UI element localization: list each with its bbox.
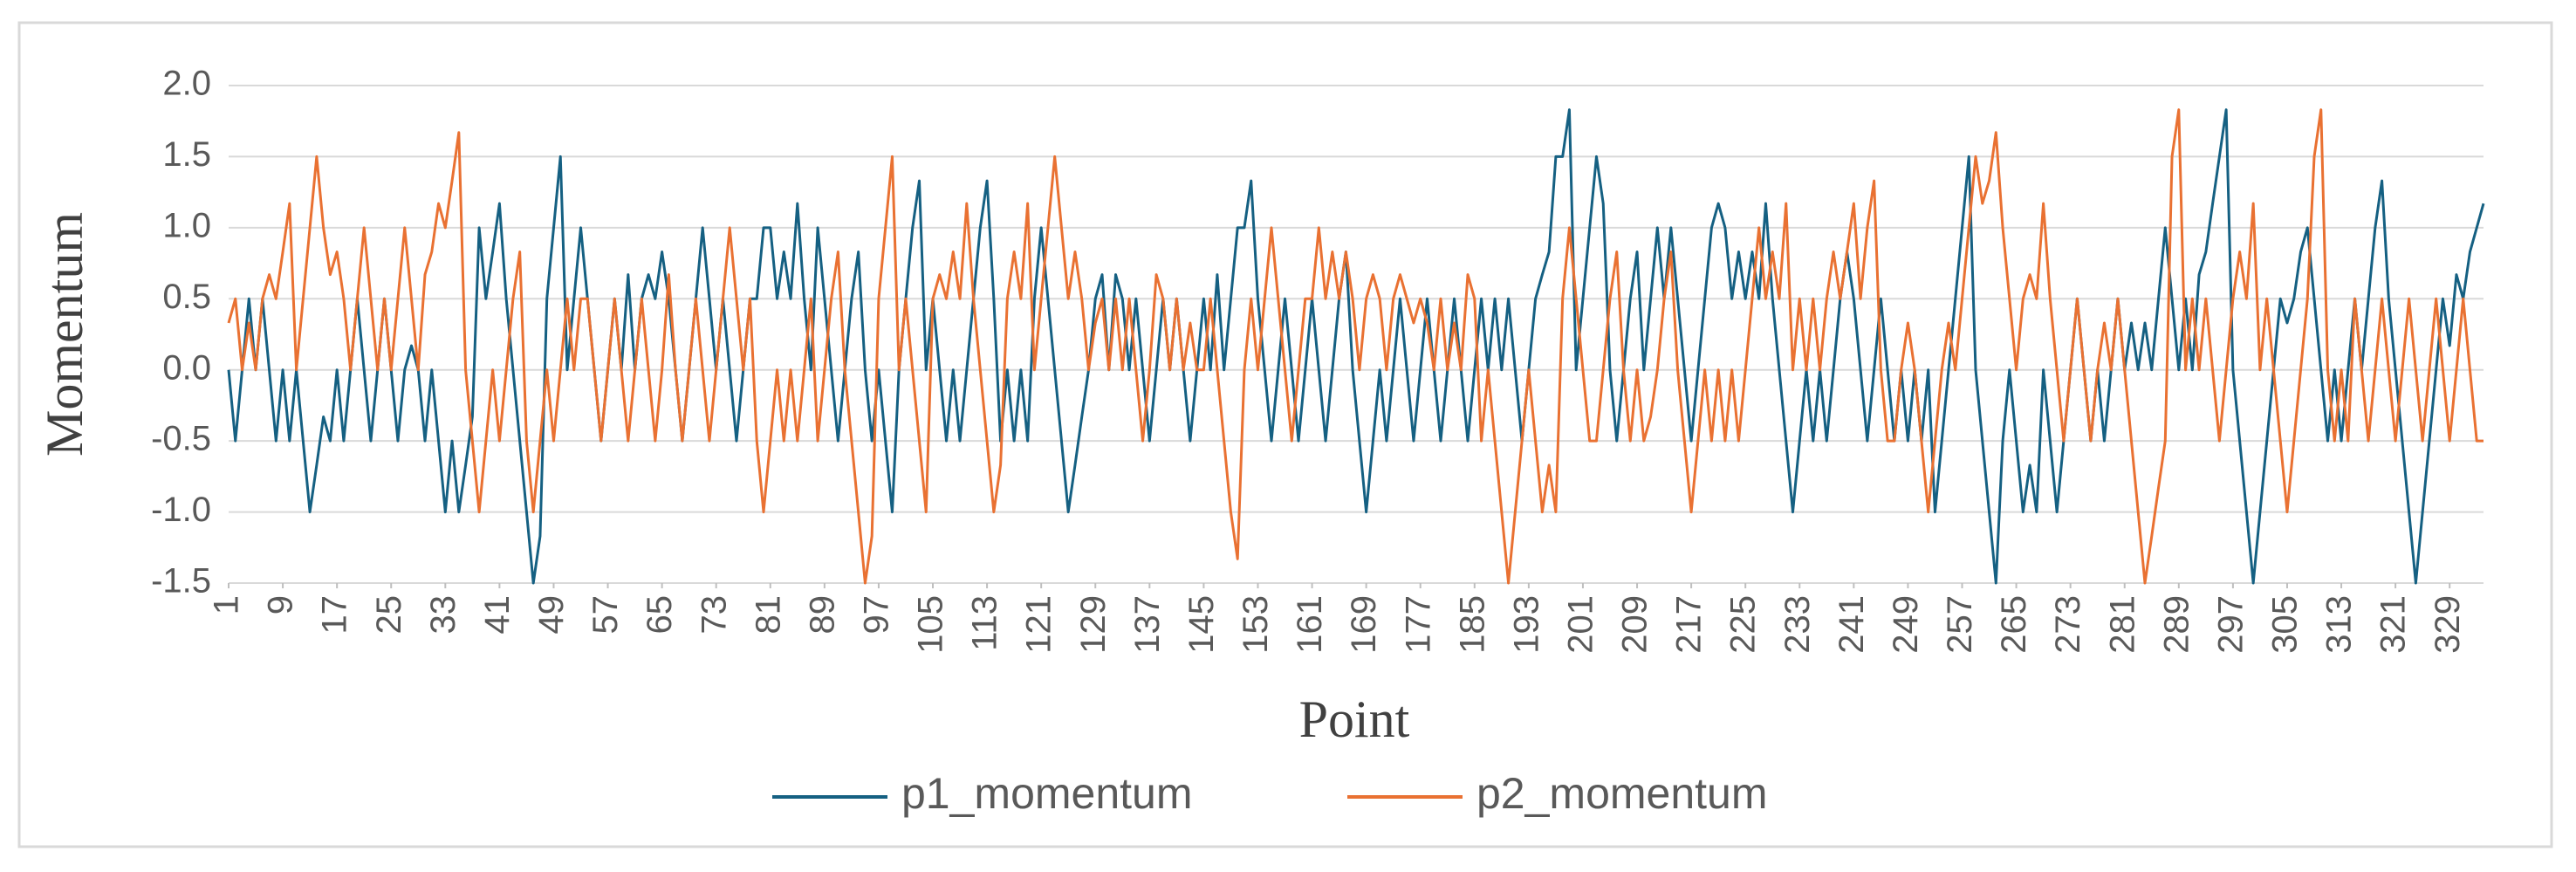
x-tick-label: 241 bbox=[1833, 595, 1871, 654]
x-tick-label: 49 bbox=[532, 595, 571, 635]
x-tick-label: 17 bbox=[316, 595, 354, 635]
x-tick-label: 73 bbox=[695, 595, 733, 635]
x-axis-title: Point bbox=[1299, 690, 1410, 748]
x-tick-label: 185 bbox=[1453, 595, 1491, 654]
x-tick-label: 1 bbox=[208, 595, 246, 615]
x-tick-label: 153 bbox=[1237, 595, 1275, 654]
legend-label: p2_momentum bbox=[1476, 769, 1768, 818]
y-axis-title: Momentum bbox=[36, 212, 93, 457]
x-tick-label: 65 bbox=[641, 595, 679, 635]
x-tick-label: 41 bbox=[478, 595, 517, 635]
x-tick-label: 97 bbox=[857, 595, 895, 635]
x-tick-label: 161 bbox=[1291, 595, 1329, 654]
x-tick-label: 281 bbox=[2103, 595, 2141, 654]
x-tick-label: 225 bbox=[1724, 595, 1763, 654]
x-tick-label: 233 bbox=[1778, 595, 1817, 654]
x-tick-label: 121 bbox=[1020, 595, 1058, 654]
y-tick-label: 2.0 bbox=[162, 65, 211, 103]
x-tick-label: 33 bbox=[424, 595, 462, 635]
x-tick-label: 193 bbox=[1507, 595, 1545, 654]
data-line bbox=[227, 108, 2484, 585]
x-tick-label: 209 bbox=[1616, 595, 1655, 654]
x-tick-label: 113 bbox=[966, 595, 1004, 651]
x-tick-label: 129 bbox=[1074, 595, 1113, 654]
x-tick-label: 321 bbox=[2374, 595, 2413, 654]
x-tick-label: 57 bbox=[586, 595, 625, 635]
y-tick-label: 1.5 bbox=[162, 135, 211, 174]
x-tick-label: 297 bbox=[2211, 595, 2250, 654]
x-tick-label: 305 bbox=[2266, 595, 2305, 654]
x-tick-label: 313 bbox=[2320, 595, 2359, 654]
y-tick-label: -1.5 bbox=[151, 562, 211, 601]
y-tick-label: -1.0 bbox=[151, 491, 211, 529]
x-tick-label: 25 bbox=[370, 595, 408, 635]
x-tick-label: 329 bbox=[2429, 595, 2467, 654]
x-tick-label: 177 bbox=[1399, 595, 1437, 654]
x-tick-label: 137 bbox=[1128, 595, 1167, 654]
x-tick-label: 105 bbox=[912, 595, 950, 654]
x-tick-label: 9 bbox=[262, 595, 300, 615]
x-tick-label: 217 bbox=[1670, 595, 1709, 654]
x-tick-label: 289 bbox=[2157, 595, 2196, 654]
x-tick-label: 89 bbox=[803, 595, 841, 635]
x-tick-label: 257 bbox=[1941, 595, 1979, 654]
x-tick-label: 249 bbox=[1887, 595, 1925, 654]
x-tick-label: 265 bbox=[1995, 595, 2033, 654]
y-tick-label: 0.0 bbox=[162, 348, 211, 387]
x-tick-label: 145 bbox=[1182, 595, 1221, 654]
x-tick-label: 169 bbox=[1345, 595, 1383, 654]
x-tick-label: 273 bbox=[2049, 595, 2087, 654]
y-tick-label: 1.0 bbox=[162, 206, 211, 244]
y-tick-label: 0.5 bbox=[162, 278, 211, 316]
legend-label: p1_momentum bbox=[901, 769, 1193, 818]
x-tick-label: 201 bbox=[1562, 595, 1600, 654]
y-tick-label: -0.5 bbox=[151, 420, 211, 458]
x-tick-label: 81 bbox=[749, 595, 787, 635]
